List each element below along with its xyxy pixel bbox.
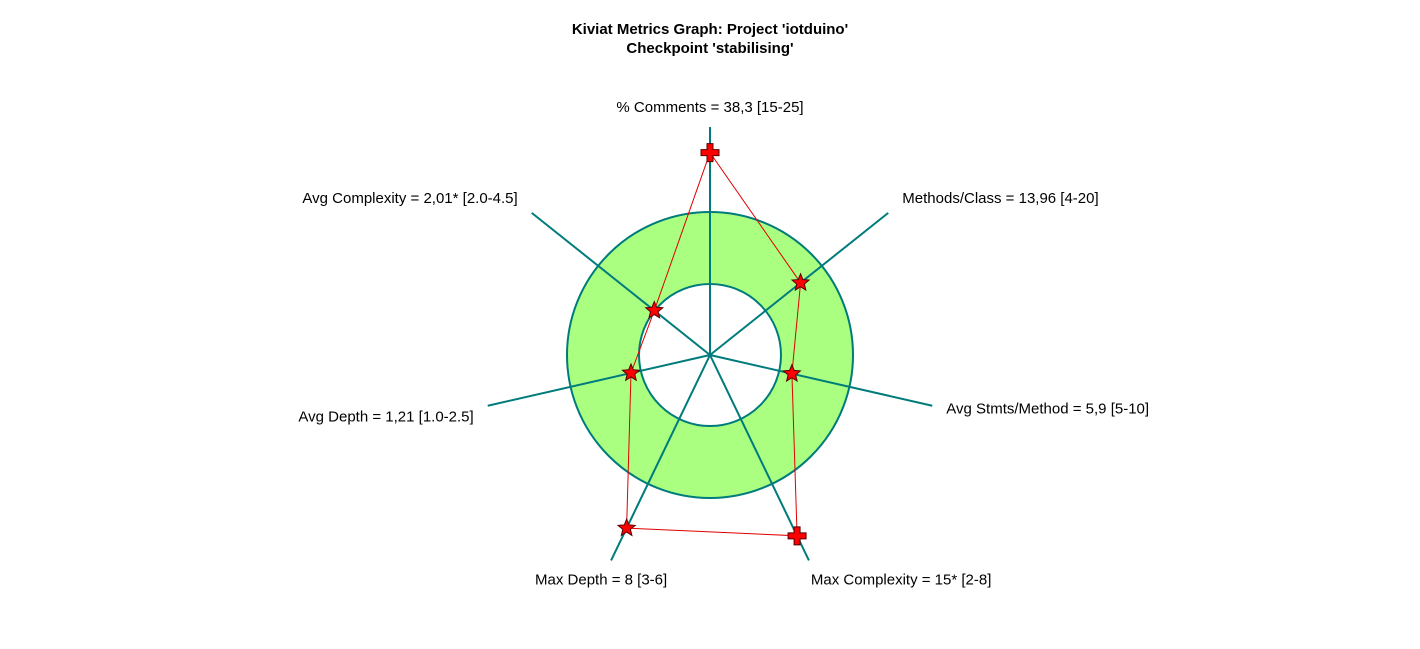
axis-line	[487, 354, 711, 407]
axis-label: Avg Depth = 1,21 [1.0-2.5]	[298, 409, 473, 426]
axis-label: % Comments = 38,3 [15-25]	[616, 99, 803, 116]
axes-group	[487, 127, 933, 561]
axis-label: Max Complexity = 15* [2-8]	[811, 571, 992, 588]
axis-label: Methods/Class = 13,96 [4-20]	[902, 190, 1098, 207]
star-marker	[782, 363, 802, 383]
star-marker	[644, 300, 665, 319]
axis-line	[531, 212, 711, 356]
star-marker	[616, 517, 637, 537]
cross-marker	[787, 526, 807, 546]
axis-label: Avg Stmts/Method = 5,9 [5-10]	[946, 401, 1149, 418]
axis-label: Avg Complexity = 2,01* [2.0-4.5]	[302, 190, 517, 207]
chart-title: Kiviat Metrics Graph: Project 'iotduino'	[572, 21, 848, 38]
axis-line	[709, 354, 933, 407]
metric-series-line	[626, 152, 802, 537]
cross-marker	[700, 143, 720, 163]
axis-label: Max Depth = 8 [3-6]	[535, 571, 667, 588]
star-marker	[790, 272, 811, 292]
axis-line	[709, 354, 810, 561]
star-marker	[621, 362, 641, 382]
markers-group	[616, 143, 811, 546]
axis-labels-group: % Comments = 38,3 [15-25] Methods/Class =…	[298, 99, 1149, 588]
acceptable-range-band	[565, 211, 855, 499]
chart-subtitle: Checkpoint 'stabilising'	[626, 40, 793, 57]
